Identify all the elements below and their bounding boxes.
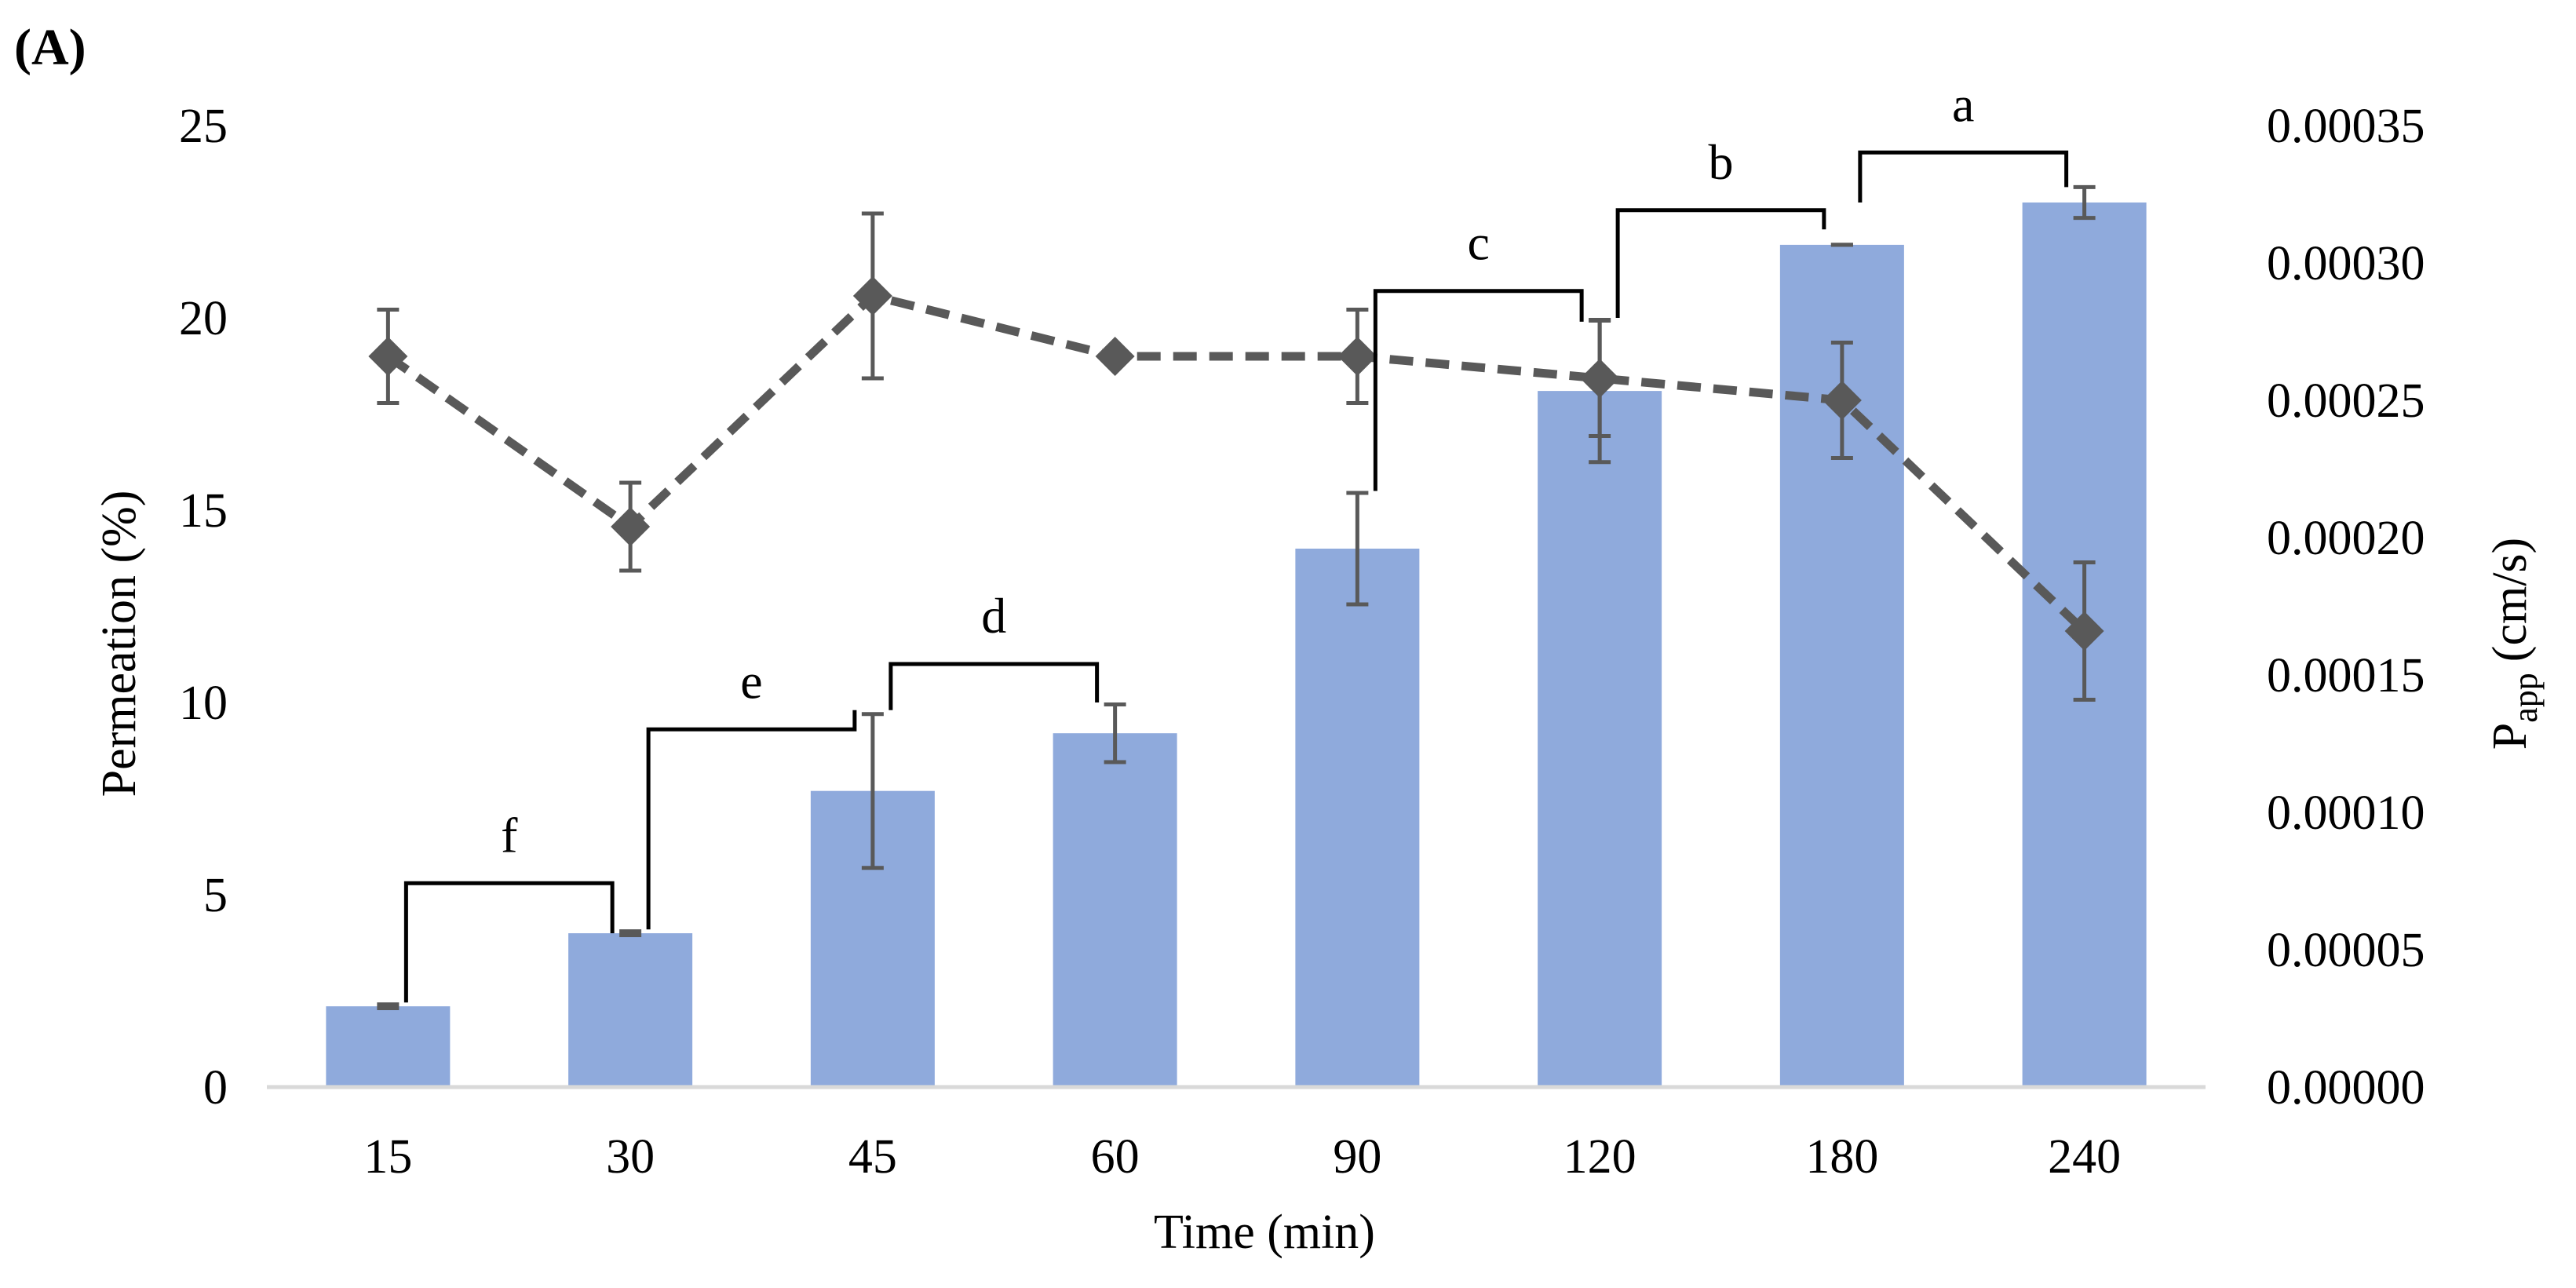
y-right-title-main: P (2483, 723, 2537, 750)
bracket-line-a (1858, 150, 2069, 203)
bar-error-60 (1104, 702, 1126, 764)
y-left-axis-title: Permeation (%) (93, 491, 146, 797)
y-right-tick-0.00035: 0.00035 (2267, 100, 2425, 153)
y-right-title-subscript: app (2506, 673, 2545, 723)
bar-error-30 (619, 929, 642, 937)
y-right-tick-0.00000: 0.00000 (2267, 1061, 2425, 1115)
bar-error-45 (861, 712, 884, 870)
bracket-label-f: f (501, 807, 518, 863)
y-left-tick-0: 0 (203, 1061, 228, 1115)
papp-marker-45 (852, 276, 892, 316)
significance-bracket-b: b (1615, 134, 1826, 318)
x-tick-180: 180 (1805, 1130, 1878, 1184)
bar-15 (326, 1006, 451, 1087)
x-tick-30: 30 (606, 1130, 655, 1184)
significance-bracket-a: a (1858, 76, 2069, 203)
papp-marker-90 (1337, 337, 1377, 376)
bracket-line-f (403, 881, 615, 1003)
y-left-tick-5: 5 (203, 869, 228, 922)
bracket-line-c (1373, 289, 1584, 491)
y-left-tick-25: 25 (179, 100, 228, 153)
x-tick-240: 240 (2048, 1130, 2121, 1184)
x-axis-title: Time (min) (1154, 1206, 1375, 1259)
bracket-line-e (646, 710, 857, 930)
y-right-tick-0.00015: 0.00015 (2267, 649, 2425, 702)
bars-layer (326, 203, 2147, 1088)
y-left-tick-10: 10 (179, 677, 228, 730)
bar-error-240 (2073, 184, 2096, 221)
bracket-label-e: e (740, 653, 762, 709)
significance-bracket-f: f (403, 807, 615, 1003)
x-tick-60: 60 (1091, 1130, 1140, 1184)
panel-label: (A) (14, 19, 86, 76)
x-tick-labels: 15 30 45 60 90 120 180 240 (363, 1130, 2121, 1184)
bar-30 (568, 933, 693, 1087)
bracket-label-b: b (1709, 134, 1734, 190)
bracket-label-a: a (1952, 76, 1974, 132)
y-right-title-unit: (cm/s) (2483, 538, 2537, 662)
x-tick-15: 15 (363, 1130, 412, 1184)
significance-bracket-d: d (888, 588, 1100, 710)
bracket-line-b (1615, 208, 1826, 318)
bar-90 (1295, 549, 1420, 1087)
x-tick-120: 120 (1563, 1130, 1636, 1184)
bar-error-15 (377, 1002, 400, 1011)
papp-marker-240 (2064, 611, 2104, 651)
bar-120 (1538, 391, 1662, 1088)
papp-line (385, 291, 2088, 634)
y-left-tick-15: 15 (179, 484, 228, 538)
bracket-line-d (888, 662, 1100, 710)
y-right-tick-labels: 0.00000 0.00005 0.00010 0.00015 0.00020 0.000… (2267, 100, 2425, 1115)
y-right-axis-title: Papp (cm/s) (2483, 538, 2545, 750)
bar-error-bars (377, 184, 2096, 1011)
x-tick-45: 45 (848, 1130, 897, 1184)
bar-60 (1053, 733, 1177, 1087)
y-left-tick-labels: 0 5 10 15 20 25 (179, 100, 228, 1115)
papp-marker-30 (611, 507, 651, 546)
papp-marker-60 (1095, 337, 1135, 376)
significance-bracket-e: e (646, 653, 857, 930)
x-tick-90: 90 (1333, 1130, 1381, 1184)
y-right-tick-0.00030: 0.00030 (2267, 237, 2425, 290)
y-right-tick-0.00005: 0.00005 (2267, 924, 2425, 977)
significance-bracket-c: c (1373, 215, 1584, 491)
bracket-label-c: c (1468, 215, 1490, 271)
significance-brackets: f e d c b a (403, 76, 2069, 1003)
y-right-tick-0.00010: 0.00010 (2267, 786, 2425, 840)
bar-error-90 (1346, 491, 1369, 607)
y-left-tick-20: 20 (179, 292, 228, 345)
y-right-tick-0.00025: 0.00025 (2267, 374, 2425, 428)
papp-marker-120 (1580, 359, 1620, 398)
y-right-tick-0.00020: 0.00020 (2267, 512, 2425, 565)
papp-marker-15 (368, 337, 408, 376)
papp-line-layer (368, 211, 2104, 702)
papp-marker-180 (1822, 381, 1862, 420)
bracket-label-d: d (981, 588, 1006, 644)
